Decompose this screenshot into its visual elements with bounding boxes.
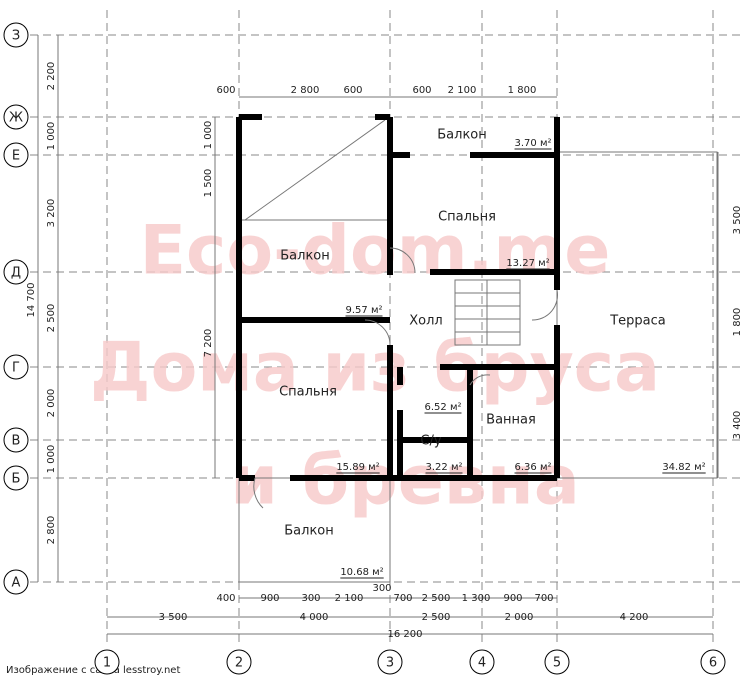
axis-circle [226, 649, 252, 675]
room-area: 3.70 м² [515, 138, 552, 149]
dimension: 2 100 [335, 593, 364, 604]
dimension: 600 [343, 85, 362, 96]
dimension: 400 [216, 593, 235, 604]
dimension: 1 300 [462, 593, 491, 604]
axis-circle [3, 104, 29, 130]
room-area: 3.22 м² [426, 462, 463, 473]
room-area: 13.27 м² [506, 258, 549, 269]
walls [236, 114, 718, 583]
watermark: Дома из бруса [90, 329, 660, 408]
axis-label: Б [12, 472, 21, 487]
watermark: Eco-dom.me [140, 212, 611, 291]
dimension: 3 500 [159, 612, 188, 623]
room-area: 6.52 м² [425, 402, 462, 413]
room-name: Ванная [486, 413, 536, 428]
dimension: 1 000 [46, 122, 57, 151]
dimension: 1 800 [508, 85, 537, 96]
room-area: 10.68 м² [340, 567, 383, 578]
axis-label: 2 [235, 656, 243, 671]
axis-label: З [12, 29, 20, 44]
dimension: 3 400 [732, 411, 743, 440]
axis-circle [94, 649, 120, 675]
axis-label: Д [11, 266, 21, 281]
room-area: 15.89 м² [336, 462, 379, 473]
dimension: 1 500 [203, 169, 214, 198]
axis-circle [3, 259, 29, 285]
room-name: Спальня [279, 385, 337, 400]
dimension: 2 800 [46, 516, 57, 545]
dimension: 600 [412, 85, 431, 96]
room-name: Балкон [280, 249, 330, 264]
dimension: 2 500 [422, 612, 451, 623]
axis-label: Е [12, 149, 20, 164]
dimension: 3 200 [46, 199, 57, 228]
axis-label: А [12, 576, 21, 591]
dimension: 2 100 [448, 85, 477, 96]
watermark: и бревна [230, 442, 580, 521]
dimension: 1 800 [732, 308, 743, 337]
dimension: 4 000 [300, 612, 329, 623]
room-area: 6.36 м² [515, 462, 552, 473]
room-name: Балкон [284, 524, 334, 539]
dimension: 1 000 [203, 121, 214, 150]
dimension: 300 [301, 593, 320, 604]
room-name: Холл [409, 314, 442, 329]
dimension: 16 200 [388, 629, 423, 640]
dimension: 2 500 [422, 593, 451, 604]
axis-circle [3, 142, 29, 168]
axis-circle [3, 427, 29, 453]
room-name: Балкон [437, 128, 487, 143]
dimension: 600 [216, 85, 235, 96]
axis-label: 4 [478, 656, 486, 671]
axis-circle [3, 354, 29, 380]
dimension: 300 [372, 583, 391, 594]
dimension: 700 [393, 593, 412, 604]
room-name: Терраса [609, 314, 666, 329]
axis-circle [544, 649, 570, 675]
dimension: 700 [534, 593, 553, 604]
dimension: 2 000 [505, 612, 534, 623]
axis-circle [469, 649, 495, 675]
axis-label: 3 [386, 656, 394, 671]
dimension: 7 200 [203, 329, 214, 358]
room-area: 9.57 м² [346, 305, 383, 316]
dimension: 900 [260, 593, 279, 604]
room-area: 34.82 м² [662, 462, 705, 473]
dimension: 14 700 [26, 283, 37, 318]
dimension: 2 800 [291, 85, 320, 96]
room-name: С/у [420, 434, 441, 449]
axis-label: 5 [553, 656, 561, 671]
dimension: 900 [503, 593, 522, 604]
axis-label: В [12, 434, 21, 449]
source: Изображение с сайта lesstroy.net [6, 665, 180, 676]
axis-circle [3, 569, 29, 595]
dimension: 3 500 [732, 206, 743, 235]
axis-circle [3, 465, 29, 491]
axis-label: 1 [103, 656, 111, 671]
dimension: 1 000 [46, 445, 57, 474]
dimension: 2 000 [46, 389, 57, 418]
axis-label: 6 [709, 656, 717, 671]
dimension: 4 200 [620, 612, 649, 623]
dimension: 2 500 [46, 304, 57, 333]
axis-circle [377, 649, 403, 675]
axis-circle [3, 22, 29, 48]
dimension: 2 200 [46, 62, 57, 91]
room-name: Спальня [438, 210, 496, 225]
axis-label: Ж [9, 111, 23, 126]
axis-circle [700, 649, 726, 675]
axis-label: Г [12, 361, 20, 376]
